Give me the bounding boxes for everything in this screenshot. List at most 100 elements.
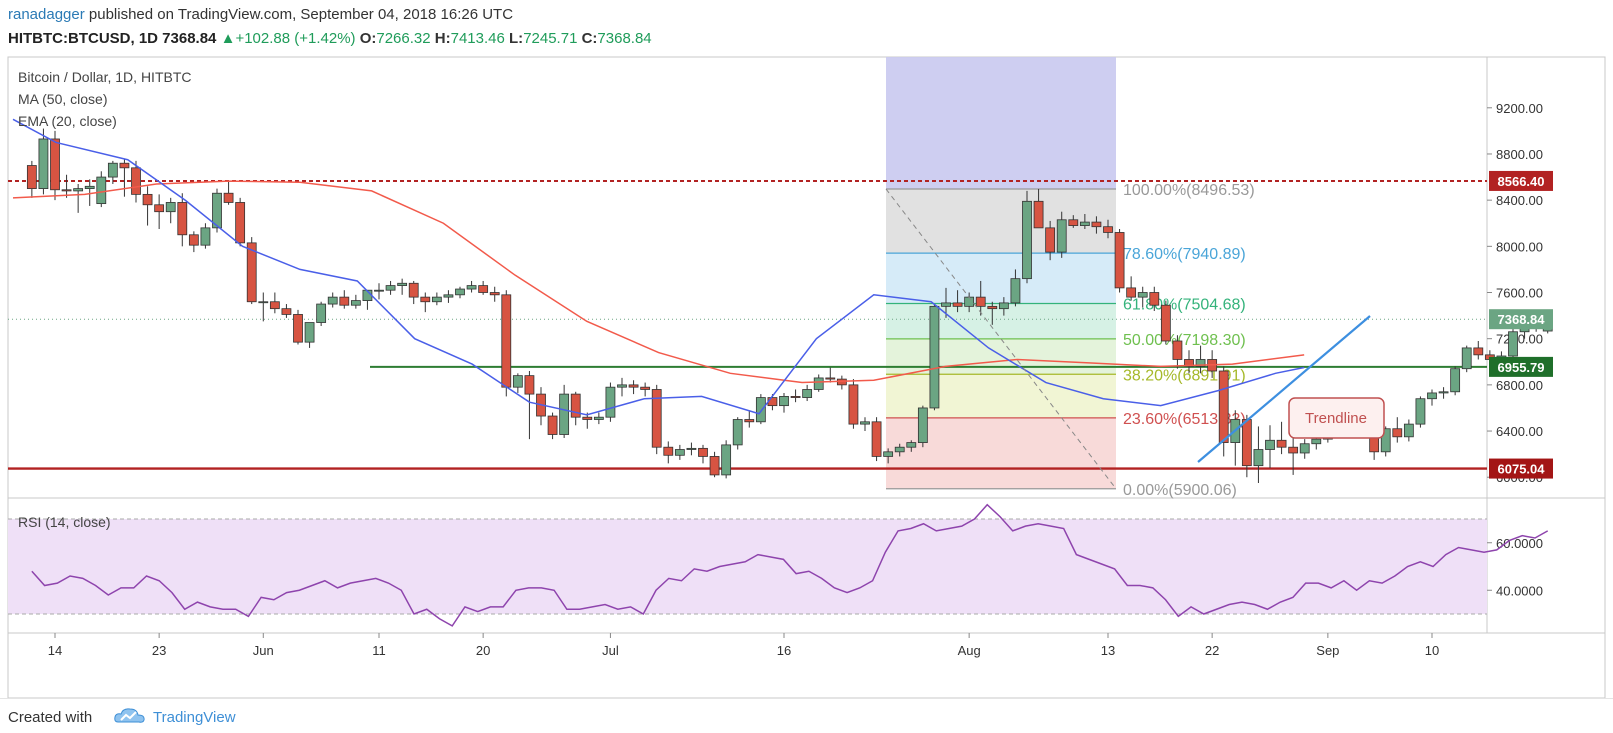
candle-body (1022, 200, 1032, 280)
candle-body (790, 396, 801, 398)
price-change: +102.88 (+1.42%) (235, 30, 356, 47)
legend-title: Bitcoin / Dollar, 1D, HITBTC (18, 69, 192, 85)
time-tick-label: 22 (1205, 643, 1219, 658)
candle-body (1184, 359, 1194, 367)
time-tick-label: Jul (602, 643, 619, 658)
created-with-text: Created with (8, 709, 93, 726)
rsi-tick-label: 40.0000 (1496, 583, 1543, 598)
candle-body (744, 419, 755, 423)
candle-body (1103, 226, 1113, 233)
candle-body (709, 456, 720, 476)
candle-body (1114, 232, 1125, 289)
candle-body (188, 234, 199, 246)
legend-ema[interactable]: EMA (20, close) (18, 113, 117, 129)
candle-body (327, 296, 338, 305)
candle-body (721, 444, 732, 476)
candle-body (559, 393, 570, 435)
price-tick-label: 6400.00 (1496, 424, 1543, 439)
price-tag (1489, 458, 1553, 479)
candle-body (929, 305, 940, 409)
time-tick-label: Jun (253, 643, 274, 658)
candle-body (860, 421, 870, 425)
candle-body (1311, 438, 1322, 445)
candle-body (674, 449, 685, 456)
rsi-pane[interactable]: 60.0000 40.0000 (8, 503, 1549, 627)
candle-body (1137, 292, 1148, 298)
candle-body (755, 397, 766, 423)
author-link[interactable]: ranadagger (8, 6, 85, 23)
candle-body (84, 185, 95, 190)
time-tick-label: 11 (372, 643, 386, 658)
candle-body (779, 396, 789, 407)
time-tick-label: 16 (777, 643, 791, 658)
candle-body (964, 296, 975, 307)
time-tick-label: 20 (476, 643, 490, 658)
legend-ma[interactable]: MA (50, close) (18, 91, 107, 107)
time-tick-label: Aug (958, 643, 981, 658)
open-value: 7266.32 (376, 30, 431, 47)
candle-body (142, 193, 153, 206)
candle-body (1276, 439, 1287, 448)
price-tick-label: 8000.00 (1496, 239, 1543, 254)
legend-rsi[interactable]: RSI (14, close) (18, 514, 111, 530)
close-label: C: (581, 30, 598, 47)
candle-body (258, 301, 269, 304)
last-price: 7368.84 (162, 30, 217, 47)
candle-body (38, 138, 49, 190)
candle-body (1068, 219, 1079, 226)
fib-zone (886, 189, 1116, 254)
tradingview-cloud-icon (114, 708, 145, 723)
candle-body (131, 167, 141, 195)
candle-body (466, 285, 477, 290)
up-arrow-icon: ▲ (220, 30, 236, 47)
candle-body (1010, 278, 1021, 304)
high-value: 7413.46 (450, 30, 505, 47)
candle-body (651, 389, 662, 448)
time-tick-label: 14 (48, 643, 62, 658)
rsi-tick-label: 60.0000 (1496, 536, 1543, 551)
price-chart[interactable]: 100.00%(8496.53) 78.60%(7940.89) 61.80%(75… (0, 0, 1613, 698)
candle-body (107, 162, 118, 178)
candle-body (883, 451, 894, 457)
chart-header: ranadagger published on TradingView.com,… (8, 4, 1608, 52)
close-value: 7368.84 (597, 30, 652, 47)
price-tick-label: 9200.00 (1496, 101, 1543, 116)
price-tag-label: 8566.40 (1498, 174, 1545, 189)
candle-body (350, 300, 361, 306)
candle-body (246, 242, 257, 303)
price-tag (1489, 356, 1553, 377)
high-label: H: (434, 30, 451, 47)
candle-body (593, 416, 604, 420)
tradingview-brand-link[interactable]: TradingView (153, 709, 236, 726)
candle-body (397, 282, 408, 286)
candle-body (1172, 340, 1183, 360)
fib-level-label: 61.80%(7504.68) (1123, 297, 1246, 314)
price-tag-label: 6075.04 (1498, 462, 1546, 477)
price-pane[interactable]: 100.00%(8496.53) 78.60%(7940.89) 61.80%(75… (8, 57, 1605, 634)
open-label: O: (359, 30, 377, 47)
candle-body (420, 296, 431, 303)
candle-body (987, 305, 998, 310)
candle-body (1160, 304, 1171, 342)
trendline (1197, 315, 1371, 463)
candle-body (605, 386, 616, 418)
candle-body (547, 415, 558, 435)
time-tick-label: 10 (1425, 643, 1439, 658)
candle-body (73, 188, 84, 192)
time-tick-label: 23 (152, 643, 166, 658)
candle-body (1473, 347, 1484, 356)
fib-level-label: 100.00%(8496.53) (1123, 182, 1255, 199)
candle-body (1450, 368, 1461, 393)
price-tag (1489, 170, 1553, 191)
time-axis[interactable]: 14 23 Jun 11 20 Jul 16 Aug 13 22 Sep 10 (48, 633, 1439, 658)
price-tick-label: 6800.00 (1496, 378, 1543, 393)
candle-body (975, 296, 986, 307)
candle-body (894, 446, 905, 453)
low-value: 7245.71 (523, 30, 578, 47)
candle-body (1392, 428, 1403, 438)
candle-body (698, 447, 708, 457)
candle-body (1079, 221, 1090, 226)
candle-body (212, 192, 222, 229)
candle-body (154, 204, 165, 213)
candle-body (663, 446, 674, 456)
